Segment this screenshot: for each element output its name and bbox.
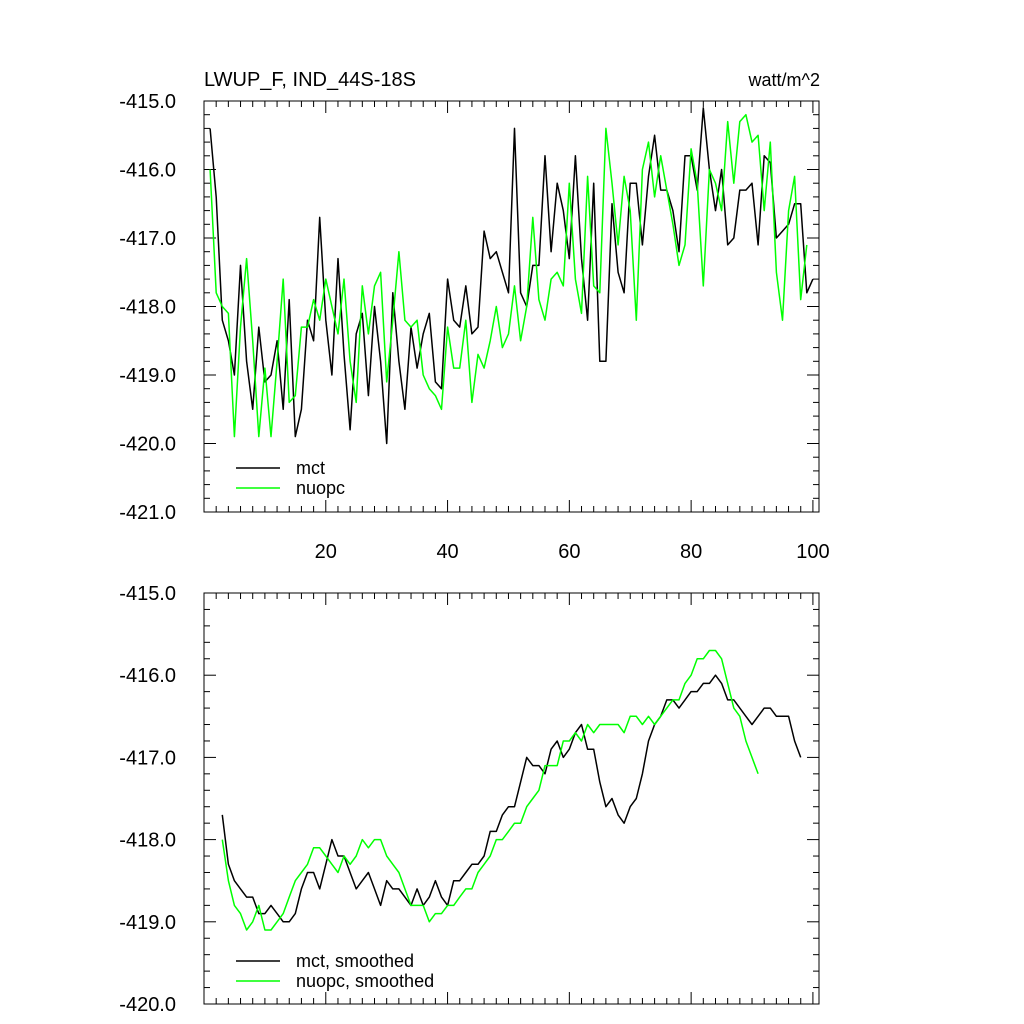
x-tick-label: 80 [680,541,702,563]
x-tick-label: 100 [796,541,829,563]
y-tick-label: -420.0 [119,994,176,1016]
bottom-plot-frame [203,592,820,1005]
y-tick-label: -418.0 [119,830,176,852]
legend-label: nuopc, smoothed [296,971,434,991]
series-line-nuopc [209,113,808,438]
bottom-panel: -415.0 -416.0 -417.0 -418.0 -419.0 -420.0 mct… [119,583,820,1016]
y-tick-label: -417.0 [119,747,176,769]
legend-label: nuopc [296,478,345,498]
chart-title: LWUP_F, IND_44S-18S [204,69,416,91]
series-line-mct-smoothed [221,674,802,923]
y-tick-label: -418.0 [119,297,176,319]
y-tick-label: -415.0 [119,91,176,113]
series-line-mct [209,107,814,445]
y-tick-label: -415.0 [119,583,176,605]
x-tick-label: 40 [436,541,458,563]
top-panel: LWUP_F, IND_44S-18S watt/m^2 -415.0 -416.… [119,69,829,563]
y-tick-label: -420.0 [119,434,176,456]
x-tick-label: 60 [558,541,580,563]
series-line-nuopc-smoothed [221,649,759,931]
legend-label: mct [296,458,325,478]
y-tick-label: -419.0 [119,365,176,387]
legend-label: mct, smoothed [296,951,414,971]
units-label: watt/m^2 [748,70,820,90]
y-tick-label: -416.0 [119,160,176,182]
y-tick-label: -419.0 [119,912,176,934]
y-tick-label: -421.0 [119,502,176,524]
y-tick-label: -417.0 [119,228,176,250]
y-tick-label: -416.0 [119,665,176,687]
x-tick-label: 20 [315,541,337,563]
